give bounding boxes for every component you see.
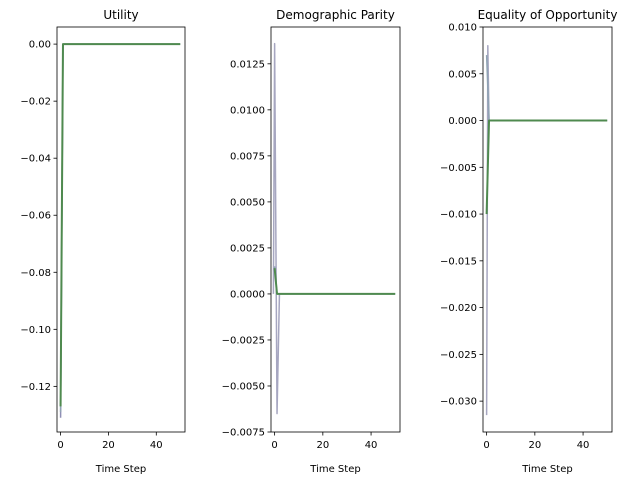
- series-line-0: [272, 42, 396, 415]
- x-tick-label: 20: [316, 440, 329, 451]
- y-tick-label: 0.0025: [230, 243, 265, 254]
- x-tick-label: 20: [528, 440, 541, 451]
- y-tick-label: 0.0050: [230, 197, 265, 208]
- y-tick-label: −0.08: [20, 268, 51, 279]
- x-tick-label: 20: [102, 440, 115, 451]
- y-tick-label: −0.020: [440, 303, 477, 314]
- y-tick-label: −0.12: [20, 382, 51, 393]
- series-line-2: [59, 43, 181, 407]
- y-tick-label: −0.10: [20, 325, 51, 336]
- x-tick-label: 0: [271, 440, 277, 451]
- y-tick-label: −0.025: [440, 350, 477, 361]
- x-axis-label: Time Step: [521, 464, 572, 475]
- y-tick-label: 0.0075: [230, 151, 265, 162]
- y-tick-label: 0.0000: [230, 289, 265, 300]
- x-tick-label: 40: [150, 440, 163, 451]
- chart-title: Demographic Parity: [276, 8, 395, 22]
- x-tick-label: 0: [57, 440, 63, 451]
- y-tick-label: −0.04: [20, 154, 51, 165]
- x-axis-label: Time Step: [95, 464, 146, 475]
- y-tick-label: −0.0050: [222, 381, 265, 392]
- series-line-0: [485, 44, 608, 416]
- series-line-0: [59, 43, 181, 418]
- utility-panel: 0 20 40 0.00 −0.02 −0.04 −0.06 −0.08 −0.10 −0.12 U…: [20, 8, 186, 475]
- y-tick-label: 0.0125: [230, 59, 265, 70]
- x-tick-label: 40: [365, 440, 378, 451]
- equality-of-opportunity-panel: 0 20 40 0.010 0.005 0.000 −0.005 −0.010 −0.015 −0…: [440, 8, 617, 475]
- x-tick-label: 40: [577, 440, 590, 451]
- y-tick-label: 0.00: [29, 40, 51, 51]
- y-tick-label: −0.030: [440, 397, 477, 408]
- y-tick-label: −0.0025: [222, 335, 265, 346]
- chart-title: Utility: [103, 8, 138, 22]
- axes-frame: [56, 26, 186, 433]
- series-line-2: [485, 119, 608, 215]
- series-line-1: [485, 55, 608, 122]
- y-tick-label: 0.0100: [230, 105, 265, 116]
- series-line-1: [59, 43, 181, 413]
- y-tick-label: −0.005: [440, 163, 477, 174]
- y-tick-label: 0.010: [448, 23, 477, 34]
- x-axis-label: Time Step: [309, 464, 360, 475]
- demographic-parity-panel: 0 20 40 0.0125 0.0100 0.0075 0.0050 0.0025 0.000…: [222, 8, 401, 475]
- x-tick-label: 0: [483, 440, 489, 451]
- y-tick-label: 0.005: [448, 69, 477, 80]
- y-tick-label: −0.015: [440, 256, 477, 267]
- y-tick-label: −0.0075: [222, 428, 265, 439]
- y-tick-label: −0.010: [440, 210, 477, 221]
- axes-frame: [482, 26, 613, 433]
- y-tick-label: 0.000: [448, 116, 477, 127]
- y-tick-label: −0.02: [20, 97, 51, 108]
- series-line-2: [273, 268, 396, 295]
- y-tick-label: −0.06: [20, 211, 51, 222]
- series-line-1: [273, 266, 396, 295]
- chart-title: Equality of Opportunity: [478, 8, 618, 22]
- axes-frame: [270, 26, 401, 433]
